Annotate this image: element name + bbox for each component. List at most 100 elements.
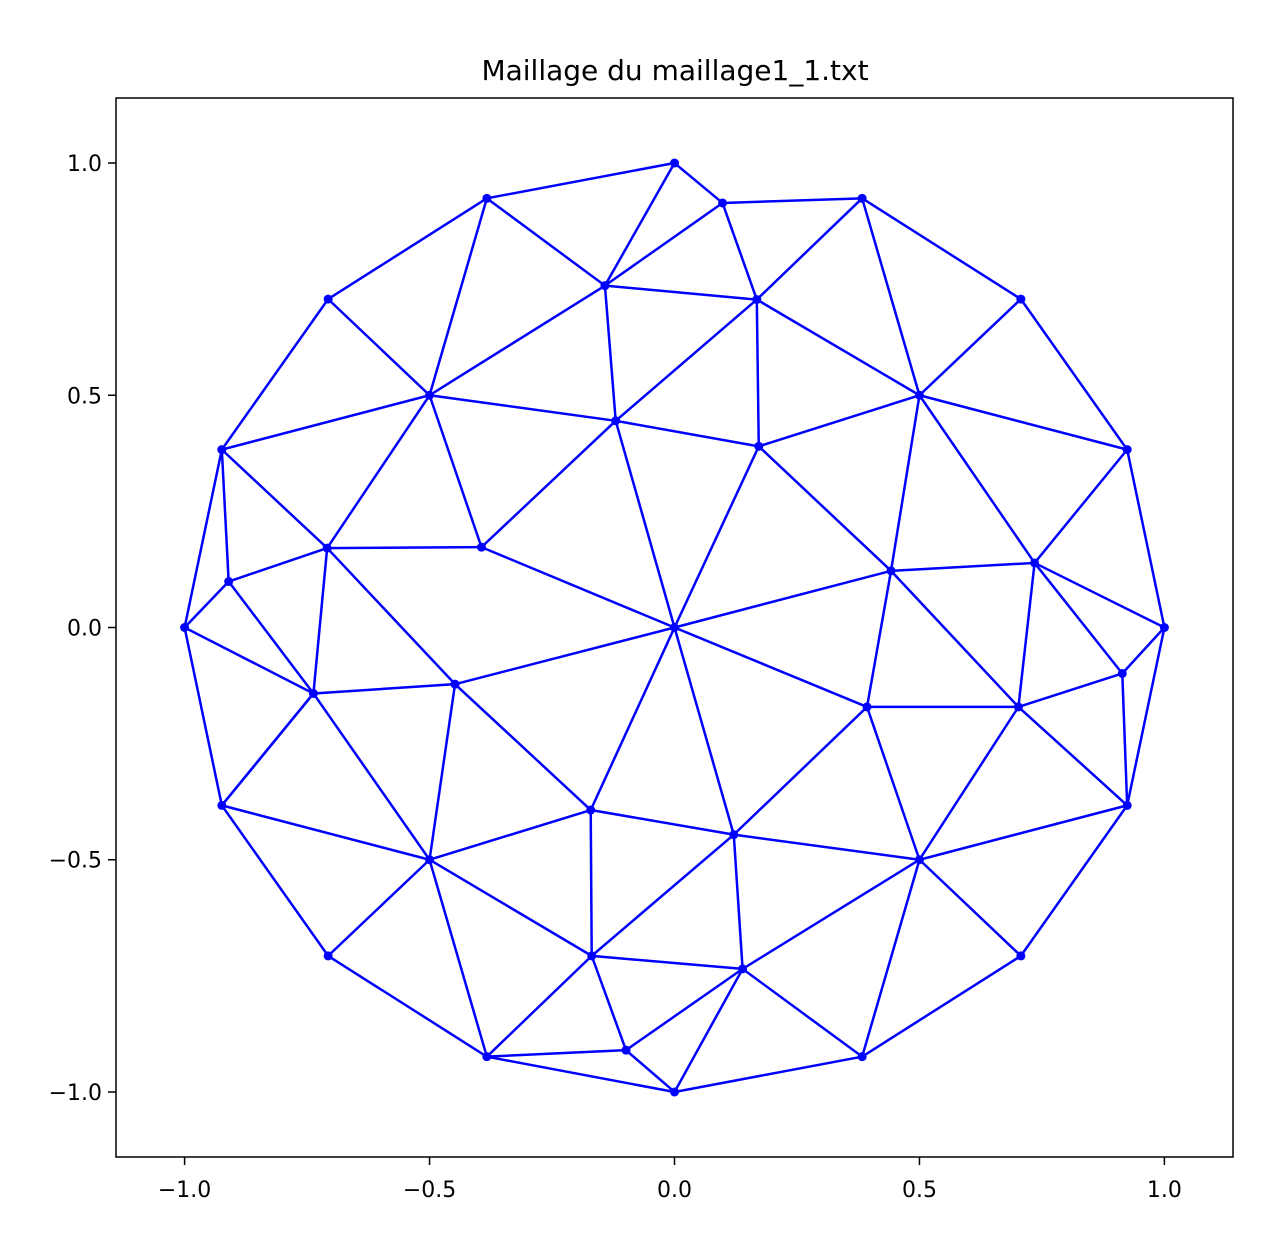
mesh-node	[670, 1087, 679, 1097]
mesh-edge	[428, 197, 489, 396]
mesh-edge	[889, 395, 921, 572]
mesh-edge	[428, 683, 457, 860]
mesh-edge	[673, 968, 744, 1093]
mesh-node	[754, 441, 764, 451]
mesh-edge	[183, 449, 224, 628]
mesh-node	[180, 623, 190, 632]
mesh-edge	[755, 299, 761, 447]
mesh-edge	[589, 810, 593, 956]
mesh-edge	[732, 706, 868, 836]
mesh-edges	[183, 161, 1166, 1094]
y-tick-label: −0.5	[49, 849, 102, 874]
mesh-edge	[327, 858, 431, 957]
mesh-edge	[1125, 627, 1166, 806]
mesh-edge	[758, 394, 920, 448]
mesh-node	[322, 543, 332, 553]
mesh-edge	[861, 954, 1022, 1058]
y-tick-label: 0.5	[67, 384, 102, 409]
mesh-edge	[327, 197, 488, 301]
mesh-edge	[327, 298, 431, 397]
mesh-edge	[673, 627, 735, 835]
mesh-edge	[228, 546, 328, 583]
mesh-nodes	[180, 158, 1169, 1097]
mesh-edge	[721, 202, 758, 300]
mesh-node	[914, 390, 924, 400]
mesh-edge	[604, 201, 724, 287]
mesh-edge	[590, 955, 628, 1051]
mesh-edge	[428, 284, 606, 397]
mesh-edge	[312, 692, 431, 861]
mesh-edge	[313, 682, 456, 695]
mesh-edge	[604, 284, 757, 301]
x-tick-label: 0.0	[657, 1178, 692, 1203]
mesh-edge	[918, 858, 1022, 957]
mesh-node	[308, 688, 318, 698]
mesh-edge	[326, 547, 456, 686]
mesh-edge	[327, 545, 482, 550]
x-tick-label: 1.0	[1147, 1178, 1182, 1203]
mesh-edge	[1125, 449, 1166, 628]
mesh-node	[738, 964, 748, 974]
mesh-edge	[918, 706, 1020, 861]
mesh-edge	[918, 298, 1022, 397]
mesh-node	[1159, 623, 1169, 632]
mesh-edge	[603, 285, 617, 421]
mesh-edge	[674, 626, 868, 709]
mesh-edge	[485, 954, 593, 1058]
mesh-edge	[590, 808, 734, 836]
mesh-node	[670, 158, 679, 168]
x-tick-label: −1.0	[158, 1178, 211, 1203]
mesh-edge	[486, 197, 606, 287]
mesh-edge	[220, 298, 330, 451]
mesh-node	[586, 805, 596, 815]
mesh-edge	[865, 706, 921, 861]
y-tick-label: 1.0	[67, 152, 102, 177]
mesh-edge	[673, 162, 724, 204]
mesh-edge	[221, 394, 430, 451]
mesh-edge	[860, 197, 921, 396]
mesh-edge	[755, 197, 864, 301]
mesh-edge	[1017, 562, 1036, 708]
mesh-node	[857, 1052, 867, 1062]
mesh-edge	[865, 570, 893, 708]
mesh-edge	[326, 394, 431, 549]
mesh-edge	[756, 298, 921, 397]
mesh-node	[482, 193, 492, 203]
mesh-node	[862, 702, 872, 712]
mesh-edge	[614, 298, 758, 422]
mesh-edge	[454, 683, 592, 811]
mesh-edge	[741, 967, 863, 1058]
mesh-node	[217, 800, 227, 810]
mesh-node	[217, 445, 227, 455]
mesh-node	[670, 623, 679, 632]
mesh-edge	[486, 1055, 675, 1094]
mesh-edge	[673, 445, 760, 629]
mesh-edge	[919, 394, 1128, 451]
mesh-edge	[674, 569, 892, 629]
mesh-node	[1013, 702, 1023, 712]
mesh-node	[1016, 294, 1026, 304]
mesh-edge	[183, 580, 230, 629]
mesh-edge	[184, 626, 315, 695]
mesh-edge	[327, 954, 488, 1058]
mesh-edge	[603, 162, 676, 287]
mesh-edge	[227, 580, 315, 695]
mesh-node	[729, 830, 739, 840]
mesh-edge	[1019, 298, 1129, 451]
mesh-edge	[428, 858, 593, 957]
mesh-edge	[1033, 448, 1129, 564]
mesh-node	[718, 198, 728, 208]
mesh-edge	[614, 420, 676, 628]
mesh-edge	[1121, 673, 1129, 806]
mesh-edge	[220, 692, 315, 807]
y-axis-ticks: −1.0 −0.5 0.0 0.5 1.0	[49, 152, 116, 1106]
mesh-node	[1117, 668, 1127, 678]
mesh-edge	[480, 419, 617, 549]
mesh-edge	[220, 448, 329, 549]
mesh-edge	[312, 547, 329, 694]
mesh-node	[425, 855, 435, 865]
y-tick-label: 0.0	[67, 617, 102, 642]
mesh-edge	[732, 834, 744, 969]
mesh-edge	[733, 833, 920, 861]
mesh-edge	[591, 954, 743, 971]
